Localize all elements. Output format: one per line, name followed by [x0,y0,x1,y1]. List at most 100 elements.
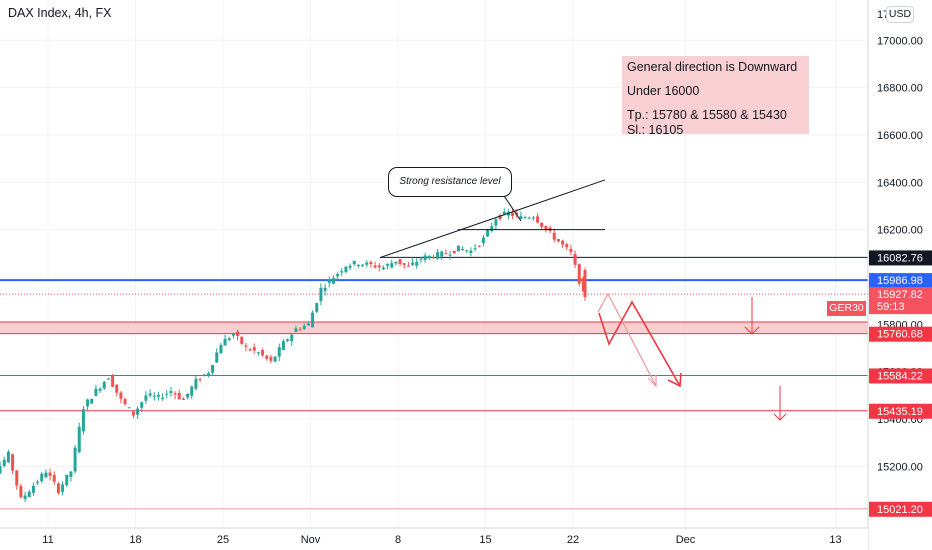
candle-body [456,245,460,252]
price-label-bg [869,368,932,384]
candle-body [277,347,281,357]
candle-body [477,245,481,247]
candle-body [556,239,560,242]
candle-body [490,226,494,232]
chart-grid [0,0,868,528]
candle-body [473,248,477,250]
candle-body [327,279,331,283]
candle-body [444,253,448,255]
time-tick-label: 13 [829,534,841,546]
price-label-bg [869,250,932,266]
time-tick-label: 15 [479,534,491,546]
candle-body [144,395,148,401]
resistance-zone [0,322,868,334]
candle-body [81,409,85,432]
candle-body [498,215,502,220]
candle-body [86,399,90,407]
candle-body [69,471,73,477]
candle-body [386,264,390,266]
candle-body [0,465,2,474]
candle-body [381,267,385,270]
price-tick-label: 16800.00 [877,83,923,95]
price-label: 15986.98 [877,275,923,287]
time-tick-label: Nov [301,534,321,546]
price-tick-label: 16200.00 [877,225,923,237]
rising-trendline [379,179,606,259]
candle-body [15,470,19,486]
note-level: Under 16000 [627,84,700,98]
candle-body [252,347,256,351]
candle-body [123,398,127,405]
note-stoploss: Sl.: 16105 [627,123,684,137]
candle-body [23,495,27,499]
candle-body [227,338,231,340]
candle-body [31,485,35,493]
candle-body [352,260,356,265]
candle-body [2,459,6,467]
candle-body [448,254,452,256]
candle-body [573,253,577,265]
time-tick-label: 25 [217,534,229,546]
countdown-label: 59:13 [877,301,905,313]
candle-body [436,252,440,259]
candle-body [106,378,110,380]
candle-body [190,386,194,396]
candle-body [348,265,352,268]
candle-body [319,287,323,302]
candle-body [427,255,431,259]
candle-body [248,349,252,351]
price-label: 15435.19 [877,406,923,418]
candle-body [6,451,10,463]
candle-body [177,392,181,400]
candle-body [152,395,156,397]
candle-body [215,352,219,363]
candle-body [494,219,498,226]
candle-body [398,259,402,264]
candle-body [583,269,587,298]
note-direction: General direction is Downward [627,60,798,74]
currency-button[interactable]: USD [886,6,914,23]
candle-body [302,325,306,330]
target-arrowhead-2 [773,413,787,421]
candle-body [52,474,56,482]
time-tick-label: Dec [676,534,696,546]
time-axis: 11 18 25 Nov 8 15 22 Dec 13 [0,527,868,550]
price-axis: 15200.0015400.0015600.0015800.0016000.00… [867,0,932,550]
price-label-bg [869,403,932,419]
candle-body [377,265,381,268]
candle-body [511,212,515,216]
time-tick-label: 18 [129,534,141,546]
price-label: 15021.20 [877,504,923,516]
candle-body [136,408,140,415]
candle-body [98,388,102,391]
price-tick-label: 16400.00 [877,177,923,189]
candle-body [244,345,248,347]
candle-body [56,483,60,493]
candle-body [90,398,94,404]
candle-body [565,244,569,248]
candle-body [531,217,535,219]
candle-body [544,225,548,230]
horizontal-levels [0,256,868,510]
candle-body [411,262,415,265]
candle-body [552,232,556,240]
chart-zones [0,321,868,335]
candle-body [311,312,315,328]
candle-body [486,229,490,237]
arrowhead-light [647,375,657,388]
candle-body [344,266,348,273]
candle-body [481,237,485,244]
candle-body [111,375,115,387]
arrowhead-main [667,372,682,388]
candle-body [502,211,506,215]
candle-body [19,486,23,498]
candle-body [356,264,360,267]
candle-body [261,350,265,356]
time-axis-bg [0,528,868,550]
price-label-bg [869,287,932,315]
candlestick-series [0,208,587,503]
candle-body [231,333,235,336]
candle-body [198,379,202,381]
candle-body [298,329,302,331]
